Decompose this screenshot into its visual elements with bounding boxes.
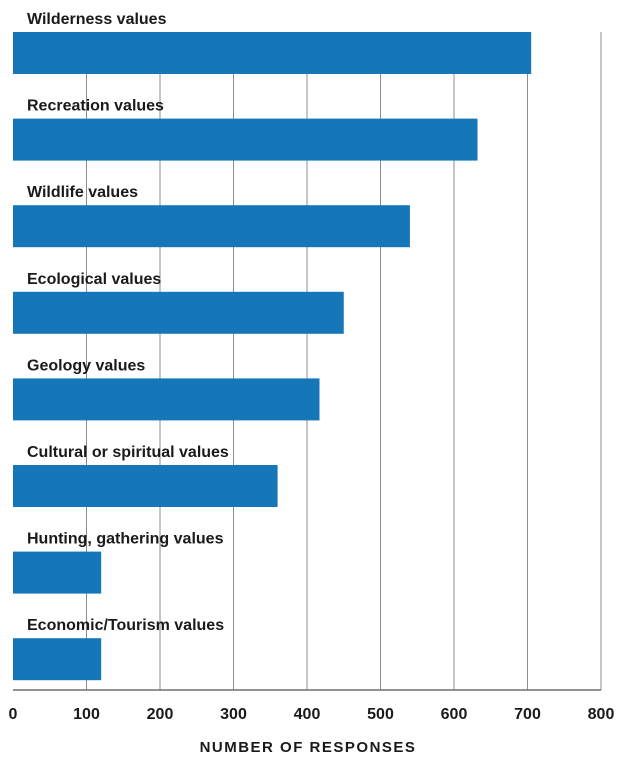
bar: [13, 465, 278, 507]
bar: [13, 551, 102, 594]
x-tick-label: 0: [9, 706, 18, 723]
category-label: Geology values: [27, 357, 145, 374]
category-label: Hunting, gathering values: [27, 531, 224, 548]
x-tick-label: 500: [367, 706, 394, 723]
x-tick-labels: 0 100 200 300 400 500 600 700 800: [9, 706, 615, 723]
bar: [13, 118, 478, 161]
x-tick-label: 200: [147, 706, 174, 723]
bars: [13, 32, 532, 681]
x-tick-label: 400: [294, 706, 321, 723]
bar: [13, 32, 532, 74]
bar: [13, 291, 344, 334]
category-label: Cultural or spiritual values: [27, 444, 229, 461]
bar: [13, 205, 410, 248]
bar: [13, 378, 320, 421]
category-label: Economic/Tourism values: [27, 617, 224, 634]
category-label: Recreation values: [27, 98, 164, 115]
x-tick-label: 300: [220, 706, 247, 723]
x-tick-label: 100: [73, 706, 100, 723]
category-label: Wilderness values: [27, 11, 167, 28]
x-axis-title: NUMBER OF RESPONSES: [200, 739, 417, 756]
category-label: Wildlife values: [27, 184, 138, 201]
category-labels: Wilderness values Recreation values Wildli…: [27, 11, 229, 634]
x-tick-label: 600: [441, 706, 468, 723]
bar: [13, 638, 102, 681]
x-tick-label: 800: [588, 706, 615, 723]
category-label: Ecological values: [27, 271, 161, 288]
x-tick-label: 700: [514, 706, 541, 723]
